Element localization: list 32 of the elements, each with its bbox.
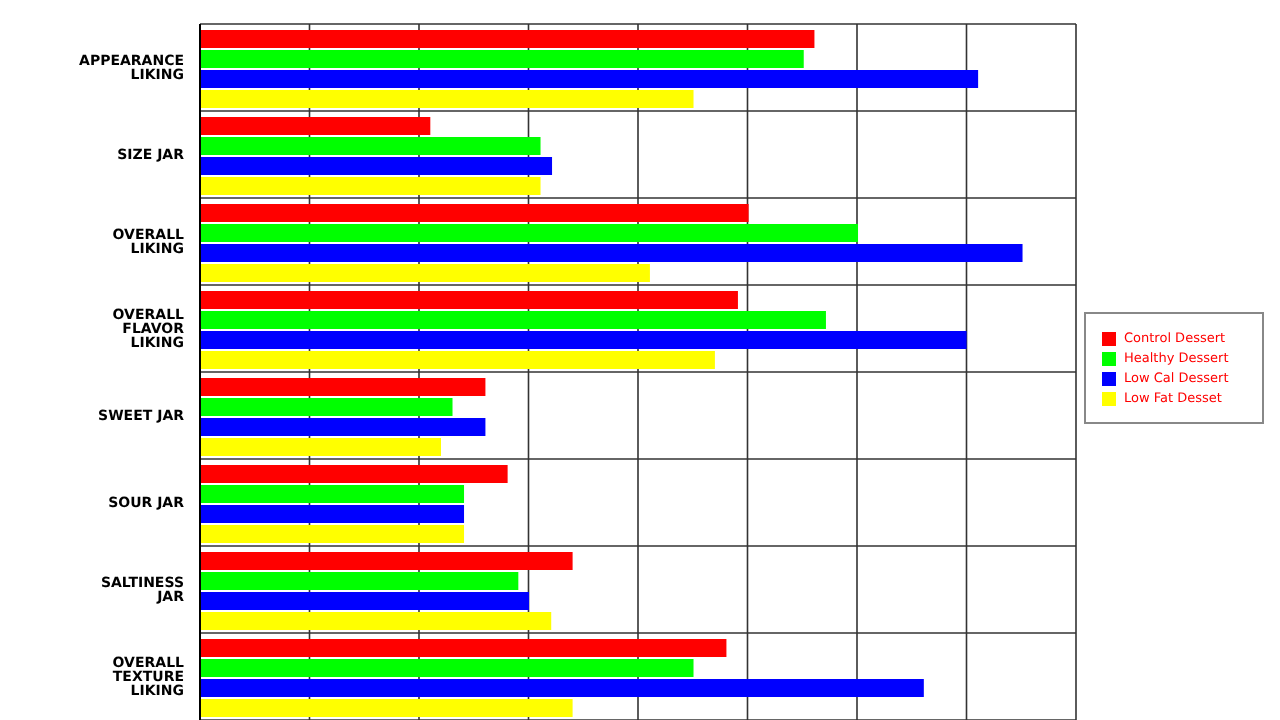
bar bbox=[200, 485, 465, 503]
bar bbox=[200, 204, 749, 222]
bar bbox=[200, 699, 573, 717]
bar bbox=[200, 117, 431, 135]
bar bbox=[200, 378, 486, 396]
bar bbox=[200, 351, 715, 369]
bar bbox=[200, 157, 553, 175]
bar bbox=[200, 438, 441, 456]
bar bbox=[200, 639, 727, 657]
bar bbox=[200, 612, 552, 630]
bar bbox=[200, 659, 694, 677]
bar bbox=[200, 224, 859, 242]
bar bbox=[200, 418, 486, 436]
bar bbox=[200, 331, 967, 349]
bar bbox=[200, 398, 453, 416]
bar bbox=[200, 50, 804, 68]
bar bbox=[200, 465, 508, 483]
bar bbox=[200, 264, 650, 282]
bar bbox=[200, 137, 541, 155]
bar bbox=[200, 572, 519, 590]
bar bbox=[200, 592, 530, 610]
bar bbox=[200, 291, 738, 309]
bar bbox=[200, 525, 465, 543]
bar bbox=[200, 177, 541, 195]
bar bbox=[200, 244, 1023, 262]
bar bbox=[200, 90, 694, 108]
bar bbox=[200, 30, 815, 48]
bar bbox=[200, 311, 826, 329]
bar bbox=[200, 70, 979, 88]
bar bbox=[200, 552, 573, 570]
bar bbox=[200, 679, 924, 697]
bar bbox=[200, 505, 465, 523]
